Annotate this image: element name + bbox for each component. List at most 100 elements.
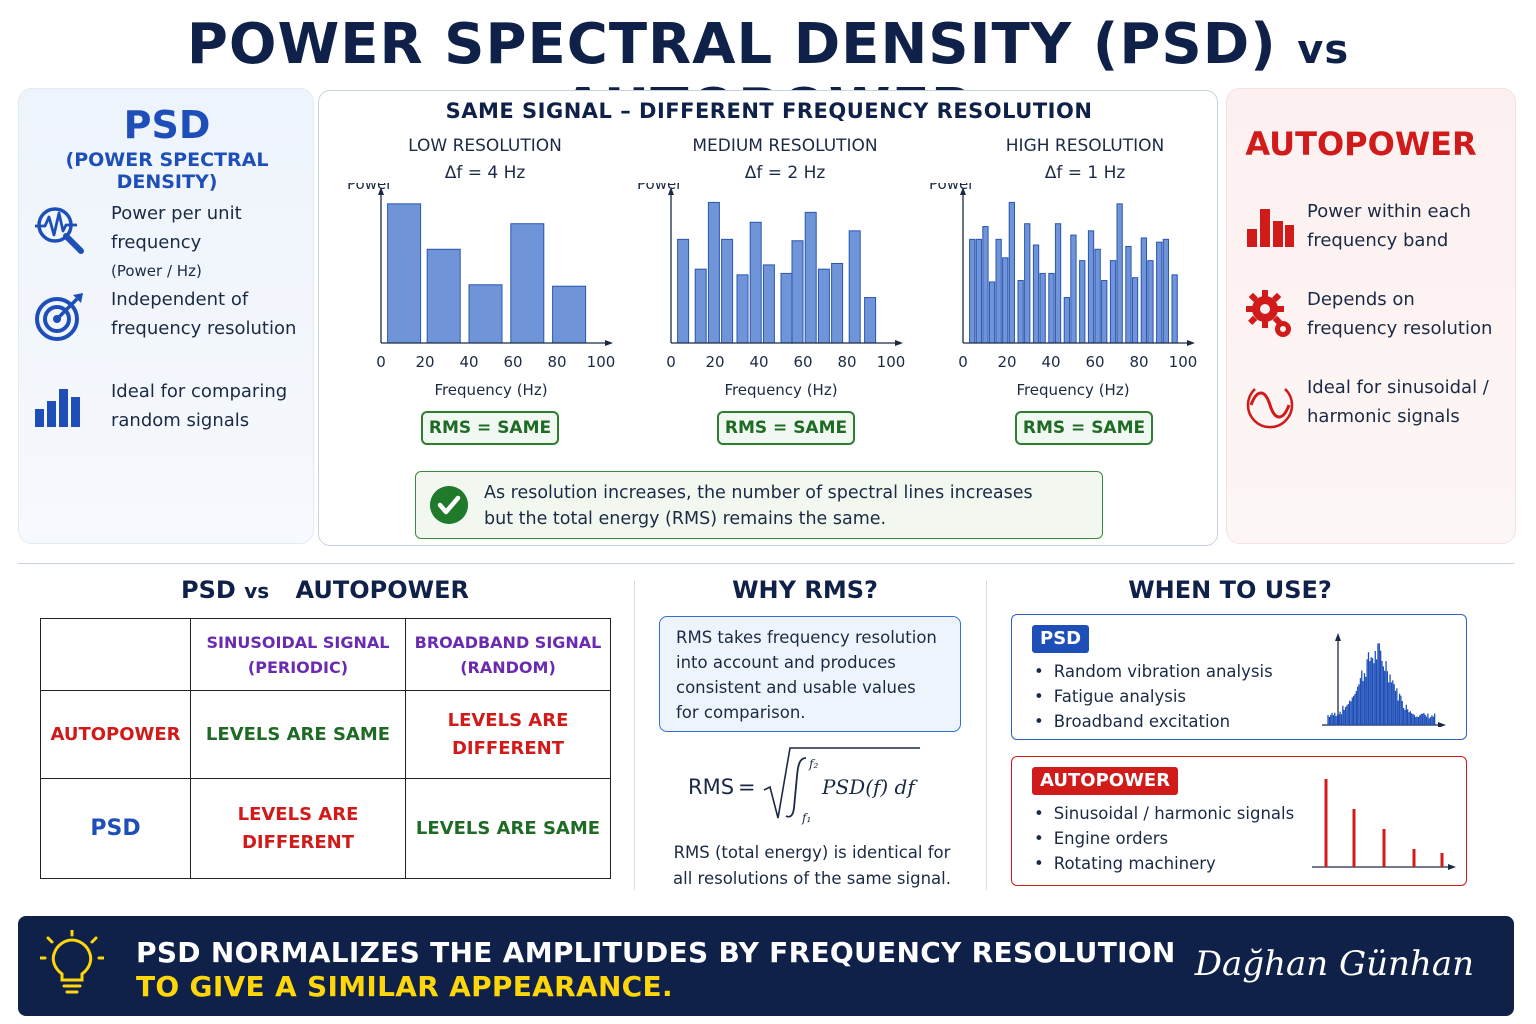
psd-feature-line2: random signals	[111, 410, 250, 431]
bar	[969, 238, 976, 344]
section-divider	[18, 563, 1514, 564]
formula-integrand: PSD(f) df	[821, 775, 918, 799]
why-rms-title: WHY RMS?	[732, 576, 878, 604]
x-tick-label: 60	[1085, 353, 1104, 371]
bar	[1024, 223, 1031, 344]
footnote-line2: all resolutions of the same signal.	[673, 869, 951, 888]
x-axis-arrow	[895, 340, 903, 346]
resolution-comparison-panel: SAME SIGNAL – DIFFERENT FREQUENCY RESOLU…	[318, 90, 1218, 546]
x-tick-label: 40	[1041, 353, 1060, 371]
bar	[1109, 260, 1117, 344]
chart-low-resolution: 0 20 40 60 80 100 Power Frequency (Hz)	[347, 183, 615, 399]
bar	[1087, 230, 1095, 344]
y-axis-label: Power	[929, 183, 975, 193]
x-tick-label: 20	[415, 353, 434, 371]
x-tick-label: 0	[666, 353, 676, 371]
sqrt-symbol	[763, 747, 920, 819]
bar	[1131, 277, 1139, 344]
autopower-use-tag: AUTOPOWER	[1032, 767, 1179, 795]
why-rms-line: RMS takes frequency resolution	[676, 628, 937, 647]
col-header-line2: (PERIODIC)	[247, 657, 349, 677]
x-tick-label: 80	[1129, 353, 1148, 371]
bar	[1054, 223, 1062, 344]
x-tick-label: 80	[547, 353, 566, 371]
x-axis-arrow	[605, 340, 613, 346]
col-header-line1: SINUSOIDAL SIGNAL	[206, 632, 390, 652]
psd-use-card: PSD Random vibration analysis Fatigue an…	[1011, 614, 1467, 740]
autopower-feature-sinusoidal: Ideal for sinusoidal / harmonic signals	[1245, 373, 1513, 443]
note-line1: As resolution increases, the number of s…	[484, 483, 1033, 503]
formula-equals: =	[738, 775, 756, 799]
bar	[426, 248, 461, 344]
y-axis-arrow	[378, 187, 384, 195]
autopower-use-card: AUTOPOWER Sinusoidal / harmonic signals …	[1011, 756, 1467, 886]
bar	[1147, 260, 1154, 344]
bar	[1002, 257, 1009, 344]
footer-line2: TO GIVE A SIMILAR APPEARANCE.	[136, 970, 673, 1003]
why-rms-footnote: RMS (total energy) is identical for all …	[662, 840, 962, 892]
bar	[1156, 241, 1163, 344]
bar	[510, 223, 545, 344]
rms-badge-medium: RMS = SAME	[717, 411, 855, 445]
psd-panel: PSD (POWER SPECTRAL DENSITY) Power per u…	[18, 88, 314, 544]
bar	[780, 272, 793, 344]
autopower-feature-line1: Ideal for sinusoidal /	[1307, 377, 1489, 398]
bar	[848, 230, 861, 344]
bar	[468, 284, 503, 344]
bar	[749, 221, 762, 344]
x-tick-label: 20	[705, 353, 724, 371]
autopower-feature-line1: Power within each	[1307, 201, 1471, 222]
table-col-broadband: BROADBAND SIGNAL (RANDOM)	[405, 618, 611, 691]
cell-psd-broadband: LEVELS ARE SAME	[405, 778, 611, 879]
bar	[1070, 234, 1077, 344]
autopower-panel-title: AUTOPOWER	[1245, 125, 1477, 163]
x-axis-label: Frequency (Hz)	[724, 381, 837, 399]
when-to-use-title: WHEN TO USE?	[1128, 576, 1332, 604]
cell-line2: DIFFERENT	[241, 831, 355, 853]
bar	[1094, 248, 1101, 344]
list-item: Sinusoidal / harmonic signals	[1034, 801, 1314, 826]
bar-chart-icon	[1247, 209, 1294, 247]
x-tick-label: 20	[997, 353, 1016, 371]
footer-banner: PSD NORMALIZES THE AMPLITUDES BY FREQUEN…	[18, 916, 1514, 1016]
bar	[1048, 272, 1055, 344]
chart-df: Δf = 4 Hz	[444, 163, 526, 183]
pulse-magnifier-icon	[35, 207, 84, 254]
bar	[387, 203, 422, 344]
bar	[1032, 244, 1040, 344]
bar	[762, 264, 775, 344]
bar	[677, 238, 690, 344]
psd-feature-independent: Independent of frequency resolution	[33, 285, 313, 355]
cell-autopower-broadband: LEVELS ARE DIFFERENT	[405, 690, 611, 779]
column-divider	[634, 580, 635, 890]
x-axis-label: Frequency (Hz)	[1016, 381, 1129, 399]
autopower-feature-line2: frequency band	[1307, 230, 1449, 251]
bar	[721, 238, 734, 344]
y-axis-arrow	[668, 187, 674, 195]
table-corner-cell	[40, 618, 191, 691]
chart-heading-low: LOW RESOLUTION Δf = 4 Hz	[355, 133, 615, 187]
table-row-autopower: AUTOPOWER LEVELS ARE SAME LEVELS ARE DIF…	[40, 690, 611, 779]
cell-line1: LEVELS ARE	[237, 803, 359, 825]
bar	[791, 240, 804, 344]
list-item: Random vibration analysis	[1034, 659, 1314, 684]
bar	[817, 268, 830, 344]
rms-badge-high: RMS = SAME	[1015, 411, 1153, 445]
bar	[1063, 297, 1070, 344]
chart-medium-resolution: 0 20 40 60 80 100 Power Frequency (Hz)	[637, 183, 906, 399]
x-tick-label: 100	[877, 353, 906, 371]
psd-panel-subtitle: (POWER SPECTRAL DENSITY)	[65, 149, 269, 193]
x-tick-label: 40	[459, 353, 478, 371]
autopower-use-list: Sinusoidal / harmonic signals Engine ord…	[1034, 801, 1314, 876]
bar	[1125, 245, 1132, 344]
row-label-autopower: AUTOPOWER	[40, 690, 191, 779]
chart-heading: LOW RESOLUTION	[408, 136, 562, 156]
y-axis-label: Power	[637, 183, 683, 193]
x-tick-label: 0	[958, 353, 968, 371]
bar	[1008, 201, 1015, 344]
psd-panel-title: PSD	[123, 103, 211, 147]
col-header-line1: BROADBAND SIGNAL	[414, 632, 602, 652]
autopower-feature-depends: Depends on frequency resolution	[1245, 285, 1513, 355]
sine-wave-icon	[1246, 388, 1294, 429]
broadband-spectrum-icon	[1322, 633, 1446, 727]
